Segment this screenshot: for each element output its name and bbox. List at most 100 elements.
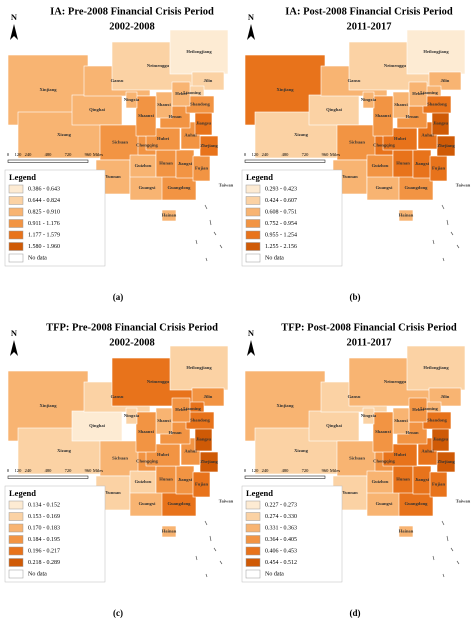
scale-label: 120 bbox=[15, 152, 23, 157]
province-label: Jiangxi bbox=[415, 477, 430, 482]
province-label: Hunan bbox=[159, 477, 173, 482]
panel: IA: Post-2008 Financial Crisis Period 201… bbox=[241, 6, 471, 302]
province bbox=[221, 491, 231, 512]
scale-label: 0 bbox=[7, 152, 10, 157]
province bbox=[308, 410, 360, 442]
province bbox=[372, 411, 394, 453]
province-label: Hubei bbox=[157, 136, 170, 141]
legend-swatch bbox=[245, 523, 261, 533]
legend-swatch bbox=[245, 219, 261, 228]
panel-period: 2011-2017 bbox=[347, 21, 392, 32]
scale-label: 120 bbox=[252, 152, 260, 157]
north-label: N bbox=[11, 12, 18, 22]
province bbox=[129, 491, 165, 517]
province-label: Hunan bbox=[159, 161, 173, 166]
scale-label: 0 bbox=[244, 468, 247, 473]
legend-swatch bbox=[8, 500, 24, 510]
panel-title: IA: Post-2008 Financial Crisis Period bbox=[285, 6, 453, 17]
legend-swatch bbox=[245, 207, 261, 217]
province bbox=[458, 491, 468, 512]
province-label: Hubei bbox=[157, 452, 170, 457]
province-label: Anhui bbox=[421, 133, 434, 138]
province-label: Shaanxi bbox=[138, 113, 155, 118]
province-label: Hainan bbox=[162, 529, 177, 534]
legend-box bbox=[4, 169, 106, 267]
province-label: Fujian bbox=[195, 166, 208, 171]
legend-swatch bbox=[8, 512, 24, 521]
province-label: Xizang bbox=[57, 448, 71, 453]
north-arrow bbox=[247, 340, 255, 356]
province-label: Jiangsu bbox=[433, 121, 449, 126]
scale-label: 480 bbox=[45, 468, 53, 473]
scale-bar bbox=[244, 159, 326, 163]
legend-label: 0.153 - 0.169 bbox=[28, 514, 60, 520]
panel-title: TFP: Pre-2008 Financial Crisis Period bbox=[46, 322, 218, 333]
province bbox=[125, 91, 138, 109]
province-label: Jilin bbox=[441, 78, 450, 83]
scale-bar bbox=[7, 159, 89, 163]
province-label: Jiangsu bbox=[196, 121, 212, 126]
province-label: Shanxi bbox=[157, 102, 171, 107]
province-label: Shanxi bbox=[394, 102, 408, 107]
scale-label: 240 bbox=[262, 468, 270, 473]
legend-swatch bbox=[245, 558, 261, 567]
province-label: Liaoning bbox=[420, 90, 438, 95]
province bbox=[161, 525, 177, 538]
province-label: Gansu bbox=[111, 78, 124, 83]
province-label: Jiangxi bbox=[178, 161, 193, 166]
legend-label: 0.274 - 0.330 bbox=[265, 514, 297, 520]
province-label: Guangdong bbox=[405, 185, 429, 190]
panel-period: 2002-2008 bbox=[109, 337, 155, 348]
north-arrow bbox=[247, 24, 255, 40]
legend-label: 1.177 - 1.579 bbox=[28, 232, 60, 238]
province-label: Guangdong bbox=[405, 501, 429, 506]
province bbox=[99, 124, 141, 161]
province-label: Jiangxi bbox=[178, 477, 193, 482]
province-label: Guizhou bbox=[372, 479, 389, 484]
province-label: Zhejiang bbox=[200, 459, 218, 464]
scale-label: Miles bbox=[330, 468, 340, 473]
province bbox=[191, 71, 225, 91]
scale-label: Miles bbox=[93, 152, 103, 157]
legend-box bbox=[241, 169, 343, 267]
legend-label: 0.364 - 0.405 bbox=[265, 537, 297, 543]
north-label: N bbox=[248, 12, 255, 22]
panel-period: 2002-2008 bbox=[109, 21, 155, 32]
province-label: Henan bbox=[168, 114, 181, 119]
province-label: Jiangsu bbox=[433, 437, 449, 442]
legend-label: 1.580 - 1.960 bbox=[28, 244, 60, 250]
province bbox=[362, 407, 375, 425]
panel: TFP: Post-2008 Financial Crisis Period 20… bbox=[241, 322, 471, 618]
scale-label: 120 bbox=[252, 468, 260, 473]
province-label: Jilin bbox=[204, 394, 213, 399]
province-label: Xinjiang bbox=[276, 403, 294, 408]
province bbox=[99, 440, 141, 477]
scale-label: 960 bbox=[322, 468, 330, 473]
legend-swatch bbox=[8, 242, 24, 251]
province-label: Hainan bbox=[162, 213, 177, 218]
province bbox=[336, 124, 378, 161]
panel-caption: (c) bbox=[113, 608, 123, 618]
province-label: Xizang bbox=[294, 132, 308, 137]
province-label: Neimenggu bbox=[384, 379, 407, 384]
legend-label: 0.752 - 0.954 bbox=[265, 221, 297, 227]
province-label: Shandong bbox=[427, 418, 447, 423]
province-label: Shaanxi bbox=[138, 429, 155, 434]
province-label: Liaoning bbox=[183, 406, 201, 411]
province bbox=[161, 175, 197, 201]
province-label: Xinjiang bbox=[276, 87, 294, 92]
province-label: Xinjiang bbox=[39, 87, 57, 92]
province bbox=[362, 91, 375, 109]
province bbox=[406, 345, 466, 391]
province-label: Shandong bbox=[427, 102, 447, 107]
province-label: Ningxia bbox=[361, 97, 377, 102]
province-label: Zhejiang bbox=[200, 143, 218, 148]
panel-caption: (a) bbox=[113, 292, 124, 302]
legend-label: 0.196 - 0.217 bbox=[28, 548, 60, 554]
legend-swatch bbox=[8, 219, 24, 228]
legend-label: 0.911 - 1.176 bbox=[28, 221, 60, 227]
province-label: Henan bbox=[405, 114, 418, 119]
province bbox=[428, 387, 462, 407]
scale-bar bbox=[244, 475, 326, 479]
